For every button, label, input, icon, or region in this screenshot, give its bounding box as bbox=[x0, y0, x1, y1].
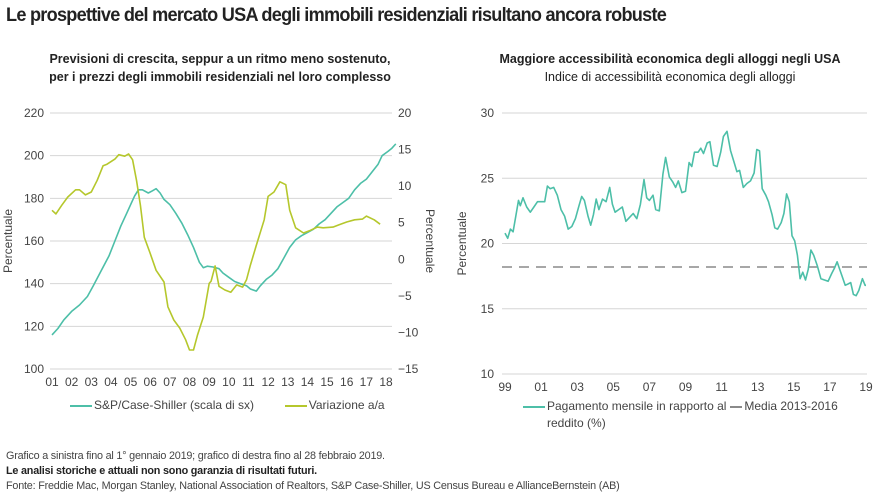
left-legend: S&P/Case-Shiller (scala di sx) Variazion… bbox=[70, 398, 385, 412]
legend-swatch-case-shiller bbox=[70, 404, 92, 407]
left-y-tick-label: 220 bbox=[24, 106, 44, 120]
legend-label-case-shiller: S&P/Case-Shiller (scala di sx) bbox=[94, 398, 255, 412]
right-x-tick-label: 05 bbox=[607, 380, 621, 394]
legend-swatch-variazione bbox=[284, 404, 307, 407]
legend-label-pagamento: Pagamento mensile in rapporto al reddito… bbox=[547, 399, 727, 430]
left-y2-tick-label: 0 bbox=[398, 252, 405, 266]
right-x-tick-label: 17 bbox=[823, 380, 837, 394]
right-x-tick-label: 11 bbox=[715, 380, 728, 394]
left-x-tick-label: 01 bbox=[45, 375, 59, 389]
left-subtitle-line-2: per i prezzi degli immobili residenziali… bbox=[49, 70, 391, 84]
left-x-tick-label: 04 bbox=[104, 375, 118, 389]
left-x-tick-label: 15 bbox=[320, 375, 334, 389]
case-shiller-line bbox=[51, 143, 397, 336]
footnote-note: Grafico a sinistra fino al 1° gennaio 20… bbox=[6, 450, 385, 462]
left-x-tick-label: 13 bbox=[281, 375, 295, 389]
left-x-tick-label: 03 bbox=[85, 375, 99, 389]
right-legend: Pagamento mensile in rapporto al reddito… bbox=[523, 398, 853, 432]
right-x-tick-label: 07 bbox=[643, 380, 657, 394]
right-x-tick-label: 03 bbox=[571, 380, 585, 394]
left-x-tick-label: 11 bbox=[242, 375, 255, 389]
left-y-tick-label: 160 bbox=[24, 234, 44, 248]
legend-swatch-media bbox=[730, 406, 743, 408]
left-y2-tick-label: 10 bbox=[398, 179, 412, 193]
right-x-tick-label: 01 bbox=[534, 380, 548, 394]
right-subtitle-line-2: Indice di accessibilità economica degli … bbox=[544, 70, 796, 84]
left-y-tick-label: 180 bbox=[24, 191, 44, 205]
left-x-tick-label: 02 bbox=[65, 375, 79, 389]
legend-label-variazione: Variazione a/a bbox=[308, 398, 385, 412]
left-x-tick-label: 09 bbox=[202, 375, 216, 389]
left-y2-tick-label: −15 bbox=[398, 362, 419, 376]
pagamento-mensile-line bbox=[504, 130, 866, 297]
left-x-tick-label: 08 bbox=[183, 375, 197, 389]
left-subtitle-line-1: Previsioni di crescita, seppur a un ritm… bbox=[49, 52, 391, 66]
left-x-tick-label: 17 bbox=[360, 375, 374, 389]
right-y-axis-label: Percentuale bbox=[455, 211, 469, 275]
footnote-source: Fonte: Freddie Mac, Morgan Stanley, Nati… bbox=[6, 480, 620, 492]
left-y-tick-label: 120 bbox=[24, 319, 44, 333]
left-x-tick-label: 06 bbox=[144, 375, 158, 389]
right-chart-subtitle: Maggiore accessibilità economica degli a… bbox=[470, 50, 870, 86]
right-chart: 10 15 20 25 30 99 01 03 05 07 09 11 13 15 17 19 Percentu… bbox=[455, 106, 873, 394]
left-x-tick-label: 12 bbox=[261, 375, 275, 389]
left-y2-axis-label: Percentuale bbox=[423, 209, 437, 273]
right-x-tick-label: 15 bbox=[787, 380, 801, 394]
left-y2-tick-label: 20 bbox=[398, 106, 412, 120]
footnote-disclaimer: Le analisi storiche e attuali non sono g… bbox=[6, 465, 317, 477]
left-x-tick-label: 07 bbox=[163, 375, 177, 389]
left-y2-tick-label: −10 bbox=[398, 325, 419, 339]
left-y-axis-label: Percentuale bbox=[1, 209, 15, 273]
left-y2-tick-label: 5 bbox=[398, 216, 405, 230]
right-y-tick-label: 25 bbox=[481, 171, 495, 185]
left-x-tick-label: 05 bbox=[124, 375, 138, 389]
page-title: Le prospettive del mercato USA degli imm… bbox=[6, 4, 667, 26]
right-x-tick-label: 99 bbox=[498, 380, 512, 394]
left-x-tick-label: 14 bbox=[301, 375, 315, 389]
left-y-tick-label: 200 bbox=[24, 149, 44, 163]
legend-swatch-pagamento bbox=[523, 406, 545, 408]
right-x-tick-label: 19 bbox=[859, 380, 873, 394]
left-y2-tick-label: 15 bbox=[398, 143, 412, 157]
right-subtitle-line-1: Maggiore accessibilità economica degli a… bbox=[499, 52, 841, 66]
right-y-tick-label: 15 bbox=[481, 302, 495, 316]
right-x-tick-label: 13 bbox=[751, 380, 765, 394]
left-x-tick-label: 18 bbox=[379, 375, 393, 389]
right-x-tick-label: 09 bbox=[679, 380, 693, 394]
legend-label-media: Media 2013-2016 bbox=[744, 399, 838, 413]
right-y-tick-label: 30 bbox=[481, 106, 495, 120]
variazione-line bbox=[51, 153, 381, 351]
right-y-tick-label: 20 bbox=[481, 237, 495, 251]
left-y-tick-label: 100 bbox=[24, 362, 44, 376]
left-chart-subtitle: Previsioni di crescita, seppur a un ritm… bbox=[20, 50, 420, 86]
left-y2-tick-label: −5 bbox=[398, 289, 412, 303]
left-x-tick-label: 10 bbox=[222, 375, 236, 389]
left-y-tick-label: 140 bbox=[24, 277, 44, 291]
right-y-tick-label: 10 bbox=[481, 367, 495, 381]
left-x-tick-label: 16 bbox=[340, 375, 354, 389]
